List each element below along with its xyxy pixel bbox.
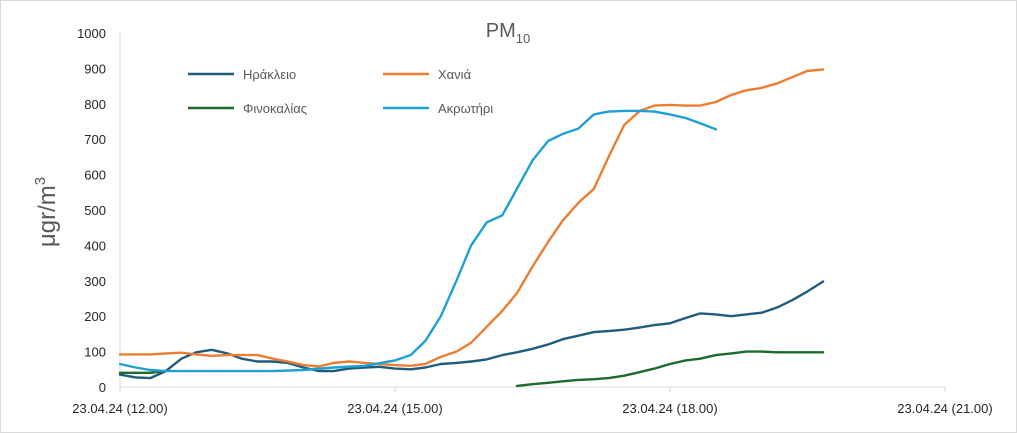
y-tick-label: 1000: [77, 26, 106, 41]
x-tick-label: 23.04.24 (21.00): [897, 401, 992, 416]
y-tick-label: 200: [84, 309, 106, 324]
y-tick-label: 0: [99, 380, 106, 395]
y-tick-label: 500: [84, 203, 106, 218]
x-axis-ticks: 23.04.24 (12.00) 23.04.24 (15.00) 23.04.24…: [72, 387, 993, 416]
y-tick-label: 800: [84, 97, 106, 112]
legend-label-2: Χανιά: [438, 67, 472, 82]
y-tick-label: 900: [84, 61, 106, 76]
y-tick-label: 100: [84, 345, 106, 360]
legend: Ηράκλειο Χανιά Φινοκαλίας Ακρωτήρι: [188, 67, 493, 116]
chart-title: PM10: [486, 20, 530, 46]
chart-title-subscript: 10: [516, 31, 530, 46]
y-tick-label: 300: [84, 274, 106, 289]
y-tick-label: 600: [84, 168, 106, 183]
legend-label-4: Ακρωτήρι: [438, 101, 493, 116]
legend-label-1: Ηράκλειο: [243, 67, 296, 82]
y-tick-label: 700: [84, 132, 106, 147]
series-line-2: [118, 68, 825, 368]
series-line-1: [118, 280, 825, 380]
y-axis-ticks: 0 100 200 300 400 500 600 700 800 900 1000: [77, 26, 106, 395]
series-line-3: [118, 369, 168, 374]
series-line-3: [515, 350, 825, 388]
y-axis-label: μgr/m3: [32, 177, 61, 247]
series-lines: [118, 68, 825, 388]
y-axis-label-superscript: 3: [32, 177, 49, 185]
y-tick-label: 400: [84, 238, 106, 253]
x-tick-label: 23.04.24 (12.00): [72, 401, 167, 416]
x-tick-label: 23.04.24 (18.00): [622, 401, 717, 416]
x-tick-label: 23.04.24 (15.00): [347, 401, 442, 416]
series-line-4: [118, 109, 717, 373]
legend-label-3: Φινοκαλίας: [243, 101, 307, 116]
